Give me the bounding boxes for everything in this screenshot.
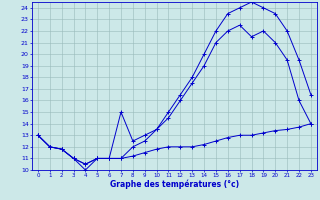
X-axis label: Graphe des températures (°c): Graphe des températures (°c): [110, 180, 239, 189]
